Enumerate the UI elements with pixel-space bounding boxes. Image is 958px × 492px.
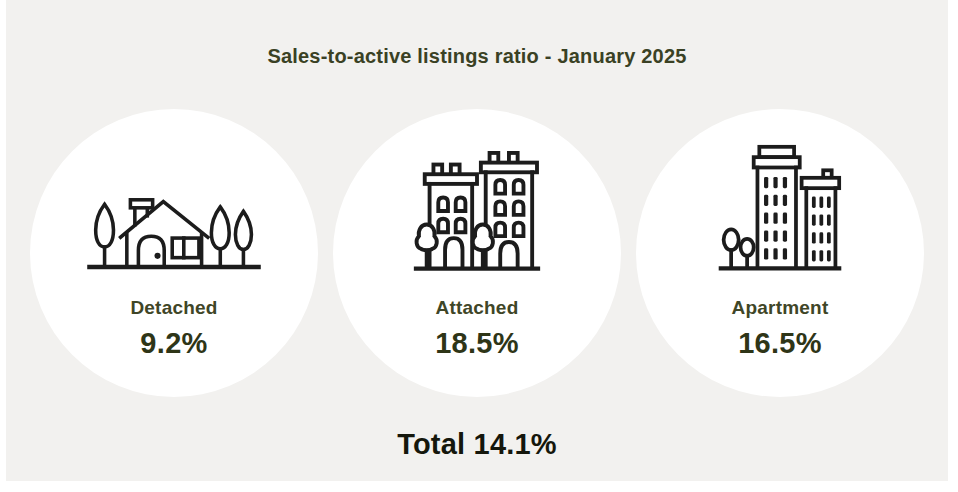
card-value: 16.5%: [738, 326, 822, 360]
card-label: Detached: [130, 297, 217, 319]
card-value: 18.5%: [435, 326, 519, 360]
total-value: Total 14.1%: [6, 428, 948, 461]
attached-houses-icon: [413, 139, 541, 271]
chart-title: Sales-to-active listings ratio - January…: [6, 0, 948, 68]
category-card-apartment: Apartment 16.5%: [636, 109, 924, 397]
detached-house-icon: [85, 139, 263, 271]
card-value: 9.2%: [140, 326, 207, 360]
category-card-detached: Detached 9.2%: [30, 109, 318, 397]
category-card-attached: Attached 18.5%: [333, 109, 621, 397]
card-label: Apartment: [732, 297, 829, 319]
apartment-buildings-icon: [718, 139, 842, 271]
infographic-panel: Sales-to-active listings ratio - January…: [6, 0, 948, 481]
category-cards-row: Detached 9.2%: [6, 109, 948, 397]
card-label: Attached: [436, 297, 519, 319]
